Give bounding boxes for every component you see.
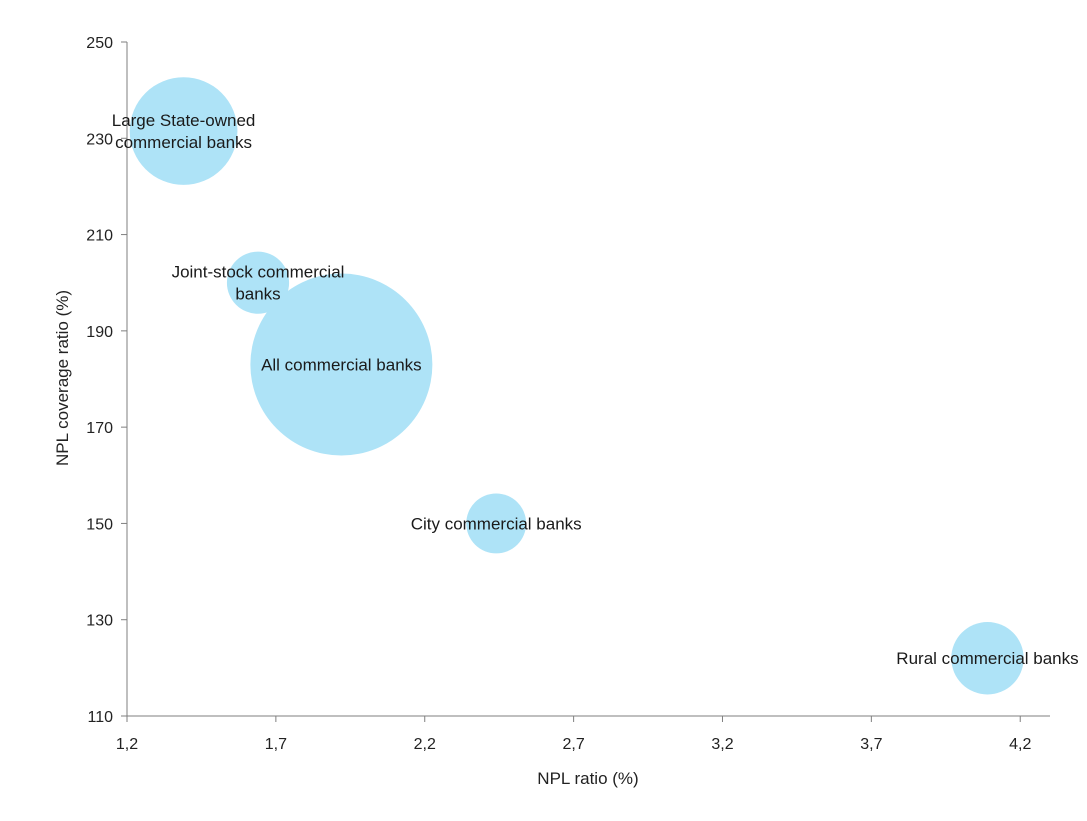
bubble-label: All commercial banks	[261, 356, 422, 375]
x-tick-label: 3,7	[860, 736, 882, 753]
bubble	[466, 493, 527, 554]
x-tick-label: 4,2	[1009, 736, 1031, 753]
y-tick-label: 170	[86, 420, 113, 437]
x-tick-label: 1,7	[265, 736, 287, 753]
y-tick-label: 210	[86, 228, 113, 245]
bubble-label-layer: Large State-owned commercial banks Joint-s…	[112, 111, 1079, 668]
bubble	[951, 622, 1024, 695]
bubble-label: banks	[235, 285, 280, 304]
x-tick-label: 3,2	[711, 736, 733, 753]
y-tick-label: 250	[86, 35, 113, 52]
x-tick-label: 1,2	[116, 736, 138, 753]
y-axis-title: NPL coverage ratio (%)	[53, 290, 72, 466]
bubble-label: City commercial banks	[411, 514, 582, 533]
axes-layer: 1,2 1,7 2,2 2,7 3,2 3,7 4,2 110 130 150 170 190 210 2…	[86, 35, 1050, 753]
bubble-label: commercial banks	[115, 133, 252, 152]
bubble-label: Rural commercial banks	[896, 649, 1078, 668]
y-tick-label: 110	[87, 709, 113, 726]
bubble	[250, 273, 433, 456]
x-tick-label: 2,2	[414, 736, 436, 753]
y-tick-label: 230	[86, 131, 113, 148]
bubble-label: Joint-stock commercial	[172, 263, 345, 282]
bubble-layer	[129, 77, 1024, 695]
bubble	[129, 77, 238, 185]
bubble-label: Large State-owned	[112, 111, 256, 130]
x-axis-title: NPL ratio (%)	[537, 769, 638, 788]
y-tick-label: 130	[86, 613, 113, 630]
y-tick-label: 190	[86, 324, 113, 341]
bubble	[226, 251, 290, 314]
y-tick-label: 150	[86, 516, 113, 533]
x-tick-label: 2,7	[562, 736, 584, 753]
